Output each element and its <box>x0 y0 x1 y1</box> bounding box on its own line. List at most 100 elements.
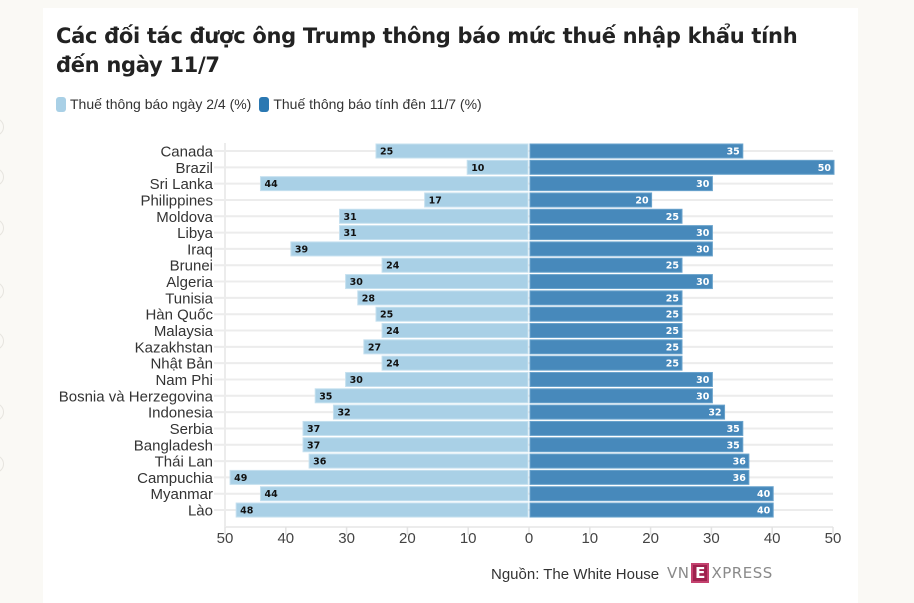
bar-july <box>529 274 713 290</box>
bar-july <box>529 143 744 159</box>
bar-july <box>529 208 683 224</box>
bar-label-july: 30 <box>696 244 710 255</box>
bar-label-april: 48 <box>240 506 254 517</box>
category-label: Philippines <box>140 192 213 209</box>
bar-label-july: 30 <box>696 228 710 239</box>
bar-label-april: 31 <box>344 228 357 239</box>
bar-label-april: 49 <box>234 473 247 484</box>
bar-label-april: 35 <box>319 391 332 402</box>
bar-label-july: 50 <box>818 163 832 174</box>
bar-april <box>314 388 529 404</box>
x-tick-label: 40 <box>764 530 781 547</box>
bar-label-april: 32 <box>337 408 350 419</box>
bar-label-july: 20 <box>635 195 649 206</box>
bar-label-july: 25 <box>666 212 679 223</box>
bar-label-july: 30 <box>696 277 710 288</box>
bar-label-april: 27 <box>368 342 381 353</box>
bar-april <box>259 486 529 502</box>
bar-label-april: 37 <box>307 440 320 451</box>
bar-label-april: 31 <box>344 212 357 223</box>
bar-label-july: 35 <box>727 440 740 451</box>
bar-label-july: 25 <box>666 342 679 353</box>
bar-july <box>529 323 683 339</box>
logo-xpress: XPRESS <box>711 564 773 582</box>
category-label: Tunisia <box>165 290 213 307</box>
bar-label-april: 30 <box>350 277 364 288</box>
bar-july <box>529 257 683 273</box>
category-label: Serbia <box>170 421 214 438</box>
bar-july <box>529 453 750 469</box>
category-label: Libya <box>177 225 214 242</box>
bar-label-april: 36 <box>313 457 327 468</box>
bar-label-april: 25 <box>380 147 393 158</box>
bar-label-april: 28 <box>362 293 376 304</box>
bar-july <box>529 502 774 518</box>
bar-april <box>332 404 529 420</box>
category-label: Canada <box>160 144 213 161</box>
bar-label-april: 24 <box>386 261 400 272</box>
bar-april <box>259 176 529 192</box>
bar-april <box>375 306 529 322</box>
bar-label-july: 30 <box>696 179 710 190</box>
x-tick-label: 10 <box>581 530 598 547</box>
category-label: Brunei <box>170 258 213 275</box>
category-label: Nam Phi <box>155 372 213 389</box>
bar-april <box>424 192 529 208</box>
bar-april <box>381 323 529 339</box>
category-label: Kazakhstan <box>135 339 213 356</box>
legend-label: Thuế thông báo ngày 2/4 (%) <box>70 96 252 112</box>
category-label: Bosnia và Herzegovina <box>59 388 214 405</box>
bar-label-april: 24 <box>386 326 400 337</box>
bar-july <box>529 339 683 355</box>
bar-july <box>529 159 835 175</box>
bar-april <box>302 437 529 453</box>
bar-label-july: 25 <box>666 310 679 321</box>
bar-label-april: 17 <box>429 195 442 206</box>
bar-label-july: 32 <box>708 408 721 419</box>
legend-swatch <box>56 96 66 112</box>
category-label: Lào <box>188 503 213 520</box>
category-label: Algeria <box>166 274 213 291</box>
bar-april <box>466 159 529 175</box>
category-label: Campuchia <box>137 470 214 487</box>
x-tick-label: 50 <box>217 530 234 547</box>
source-note: Nguồn: The White House <box>491 566 660 583</box>
x-tick-label: 30 <box>338 530 355 547</box>
bar-april <box>381 257 529 273</box>
bar-label-july: 40 <box>757 489 771 500</box>
category-label: Bangladesh <box>134 437 213 454</box>
bar-july <box>529 306 683 322</box>
bar-label-july: 30 <box>696 375 710 386</box>
legend-label: Thuế thông báo tính đên 11/7 (%) <box>273 96 482 112</box>
bar-july <box>529 355 683 371</box>
category-label: Thái Lan <box>155 454 213 471</box>
bar-label-july: 35 <box>727 147 740 158</box>
bar-april <box>290 241 529 257</box>
bar-label-april: 25 <box>380 310 393 321</box>
x-tick-label: 40 <box>277 530 294 547</box>
legend-swatch <box>259 96 270 112</box>
legend-item-april: Thuế thông báo ngày 2/4 (%) <box>56 96 251 112</box>
bar-april <box>339 225 529 241</box>
bar-july <box>529 469 750 485</box>
category-label: Iraq <box>187 241 213 258</box>
x-tick-label: 20 <box>399 530 416 547</box>
bar-label-july: 25 <box>666 359 679 370</box>
bar-april <box>381 355 529 371</box>
bar-label-july: 30 <box>696 391 710 402</box>
x-tick-label: 20 <box>642 530 659 547</box>
bar-july <box>529 404 726 420</box>
bar-july <box>529 290 683 306</box>
bar-label-april: 30 <box>350 375 364 386</box>
bar-july <box>529 192 653 208</box>
category-label: Brazil <box>175 160 213 177</box>
category-label: Indonesia <box>148 405 214 422</box>
bar-april <box>345 274 529 290</box>
logo-vn: VN <box>667 564 690 582</box>
bar-label-april: 37 <box>307 424 320 435</box>
bar-july <box>529 420 744 436</box>
bar-label-july: 25 <box>666 261 679 272</box>
bar-april <box>235 502 529 518</box>
bar-april <box>308 453 529 469</box>
bar-label-july: 36 <box>733 473 747 484</box>
